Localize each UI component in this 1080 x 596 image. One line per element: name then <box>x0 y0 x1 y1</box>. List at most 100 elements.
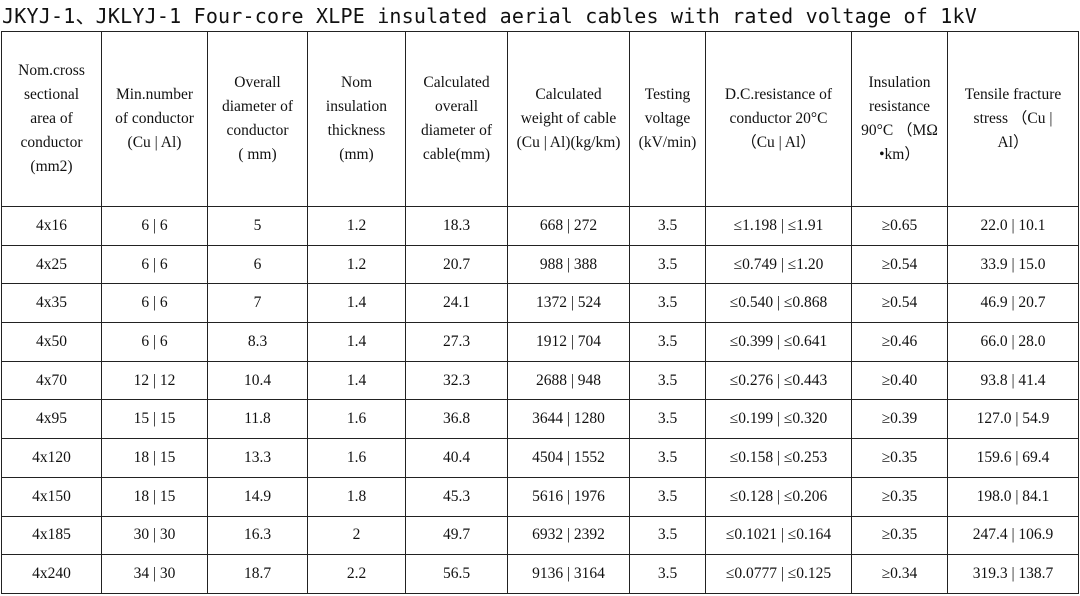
table-row: 4x185 30 | 30 16.3 2 49.7 6932 | 2392 3.5 ≤0.10… <box>1 515 1079 556</box>
column-header: Calculated weight of cable (Cu | Al)(kg/km… <box>507 31 630 207</box>
column-header-line: Calculated <box>423 74 490 91</box>
table-cell: ≥0.54 <box>851 244 948 285</box>
column-header-line: overall <box>434 98 479 115</box>
table-cell: ≤0.128 | ≤0.206 <box>705 476 852 517</box>
column-header-line: Nom <box>341 74 372 91</box>
column-header-line: conductor <box>226 122 289 139</box>
table-cell: 127.0 | 54.9 <box>947 399 1079 440</box>
table-row: 4x120 18 | 15 13.3 1.6 40.4 4504 | 1552 3.5 ≤0.… <box>1 438 1079 478</box>
table-cell: 33.9 | 15.0 <box>947 244 1079 285</box>
table-cell: 4x185 <box>1 515 102 556</box>
column-header-line: •km） <box>879 146 920 163</box>
column-header-line: of conductor <box>115 110 194 127</box>
column-header-line: Al） <box>997 134 1029 151</box>
table-cell: 24.1 <box>405 283 508 324</box>
column-header: Calculated overall diameter of cable(mm) <box>405 31 508 207</box>
table-cell: 3.5 <box>629 283 706 324</box>
column-header-line: sectional <box>23 86 80 103</box>
table-cell: 4x35 <box>1 283 102 324</box>
column-header: Insulation resistance 90°C （MΩ •km） <box>851 31 948 207</box>
table-cell: 49.7 <box>405 515 508 556</box>
table-cell: 40.4 <box>405 438 508 478</box>
table-cell: 36.8 <box>405 399 508 440</box>
column-header: Tensile fracture stress （Cu | Al） <box>947 31 1079 207</box>
table-cell: 2 <box>307 515 406 556</box>
table-cell: 3.5 <box>629 206 706 246</box>
column-header-line: weight of cable <box>520 110 617 127</box>
table-cell: ≤1.198 | ≤1.91 <box>705 206 852 246</box>
table-cell: 3.5 <box>629 515 706 556</box>
column-header-line: D.C.resistance of <box>724 86 833 103</box>
table-cell: 3.5 <box>629 244 706 285</box>
table-cell: 7 <box>207 283 308 324</box>
table-cell: 1.6 <box>307 438 406 478</box>
column-header-line: conductor 20°C <box>729 110 828 127</box>
table-row: 4x70 12 | 12 10.4 1.4 32.3 2688 | 948 3.5 ≤0.27… <box>1 360 1079 401</box>
table-cell: 27.3 <box>405 322 508 362</box>
table-cell: 4x70 <box>1 360 102 401</box>
column-header-line: Nom.cross <box>18 62 85 79</box>
column-header-line: (kV/min) <box>638 134 697 151</box>
table-cell: 1912 | 704 <box>507 322 630 362</box>
column-header-line: Overall <box>234 74 281 91</box>
column-header-line: thickness <box>327 122 386 139</box>
table-cell: ≥0.35 <box>851 476 948 517</box>
table-cell: ≥0.39 <box>851 399 948 440</box>
table-cell: 4x95 <box>1 399 102 440</box>
table-cell: 1372 | 524 <box>507 283 630 324</box>
table-cell: 18.7 <box>207 554 308 594</box>
table-cell: 4x16 <box>1 206 102 246</box>
table-cell: 4x50 <box>1 322 102 362</box>
table-row: 4x50 6 | 6 8.3 1.4 27.3 1912 | 704 3.5 ≤0.399 |… <box>1 322 1079 362</box>
table-cell: 1.6 <box>307 399 406 440</box>
table-cell: 66.0 | 28.0 <box>947 322 1079 362</box>
table-cell: 247.4 | 106.9 <box>947 515 1079 556</box>
table-cell: 6 | 6 <box>101 283 208 324</box>
table-cell: 5 <box>207 206 308 246</box>
table-body: 4x16 6 | 6 5 1.2 18.3 668 | 272 3.5 ≤1.198 | ≤1… <box>1 206 1079 594</box>
table-cell: ≤0.199 | ≤0.320 <box>705 399 852 440</box>
column-header-line: ( mm) <box>238 146 277 163</box>
column-header-line: diameter of <box>221 98 293 115</box>
table-cell: 3.5 <box>629 554 706 594</box>
table-row: 4x25 6 | 6 6 1.2 20.7 988 | 388 3.5 ≤0.749 | ≤1… <box>1 244 1079 285</box>
column-header-line: (mm2) <box>30 158 73 175</box>
table-cell: 56.5 <box>405 554 508 594</box>
document-title: JKYJ-1、JKLYJ-1 Four-core XLPE insulated … <box>2 4 977 28</box>
table-cell: 10.4 <box>207 360 308 401</box>
table-cell: 32.3 <box>405 360 508 401</box>
table-cell: ≥0.35 <box>851 515 948 556</box>
table-row: 4x95 15 | 15 11.8 1.6 36.8 3644 | 1280 3.5 ≤0.1… <box>1 399 1079 440</box>
table-cell: ≥0.40 <box>851 360 948 401</box>
header-row: Nom.cross sectional area of conductor (mm2) M… <box>1 31 1079 207</box>
column-header: Min.number of conductor (Cu | Al) <box>101 31 208 207</box>
table-cell: 1.2 <box>307 244 406 285</box>
table-cell: 9136 | 3164 <box>507 554 630 594</box>
table-cell: 16.3 <box>207 515 308 556</box>
table-cell: 1.4 <box>307 283 406 324</box>
column-header-line: (Cu | Al) <box>127 134 182 151</box>
table-cell: 3.5 <box>629 399 706 440</box>
table-cell: 6 | 6 <box>101 244 208 285</box>
table-cell: ≤0.399 | ≤0.641 <box>705 322 852 362</box>
table-cell: ≤0.749 | ≤1.20 <box>705 244 852 285</box>
column-header-line: stress （Cu | <box>973 110 1053 127</box>
table-cell: 13.3 <box>207 438 308 478</box>
column-header: Overall diameter of conductor ( mm) <box>207 31 308 207</box>
table-cell: 18.3 <box>405 206 508 246</box>
table-cell: ≥0.65 <box>851 206 948 246</box>
column-header-line: Tensile fracture <box>964 86 1062 103</box>
column-header: Nom.cross sectional area of conductor (mm2) <box>1 31 102 207</box>
table-cell: ≤0.540 | ≤0.868 <box>705 283 852 324</box>
column-header: Nom insulation thickness (mm) <box>307 31 406 207</box>
table-cell: 1.2 <box>307 206 406 246</box>
table-cell: 6 | 6 <box>101 322 208 362</box>
table-cell: 3644 | 1280 <box>507 399 630 440</box>
table-cell: 46.9 | 20.7 <box>947 283 1079 324</box>
column-header-line: Testing <box>644 86 691 103</box>
column-header-line: voltage <box>644 110 691 127</box>
column-header-line: Min.number <box>115 86 194 103</box>
table-cell: 2.2 <box>307 554 406 594</box>
column-header-line: diameter of <box>420 122 492 139</box>
table-cell: 6 | 6 <box>101 206 208 246</box>
